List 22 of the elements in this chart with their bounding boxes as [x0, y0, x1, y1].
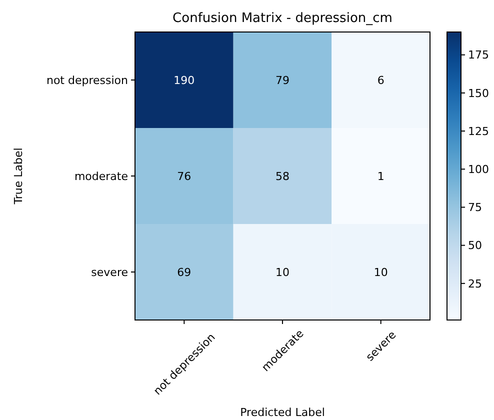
y-axis-title: True Label [12, 148, 25, 206]
data-label: 10 [374, 266, 388, 279]
y-tick-label: severe [91, 266, 128, 279]
color-bar-label: 25 [468, 277, 482, 290]
data-label: 58 [276, 170, 290, 183]
color-bar-label: 150 [468, 86, 489, 100]
x-axis-title: Predicted Label [240, 406, 325, 419]
data-label: 6 [377, 74, 384, 87]
data-label: 76 [177, 170, 192, 183]
data-label: 10 [276, 266, 290, 279]
data-label: 1 [377, 170, 384, 183]
color-bar-label: 75 [468, 201, 482, 214]
chart-title: Confusion Matrix - depression_cm [172, 11, 392, 26]
data-label: 79 [276, 74, 290, 87]
data-label: 69 [177, 266, 192, 279]
y-tick-label: not depression [46, 74, 128, 87]
color-bar-label: 125 [468, 124, 489, 138]
color-bar-label: 175 [468, 48, 489, 62]
y-tick-label: moderate [74, 170, 128, 183]
data-label: 190 [174, 74, 195, 87]
color-bar-label: 50 [468, 239, 482, 252]
color-bar-label: 100 [468, 162, 489, 176]
